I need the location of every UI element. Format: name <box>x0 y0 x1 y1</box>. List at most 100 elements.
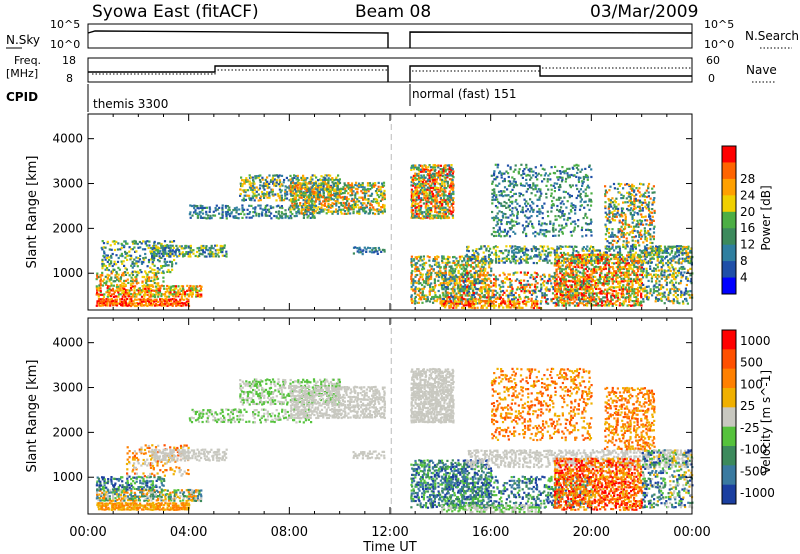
power-cell <box>105 291 108 294</box>
power-cell <box>437 192 440 196</box>
power-cell <box>418 170 421 173</box>
power-cell <box>597 249 600 252</box>
power-cell <box>550 275 553 278</box>
power-cell <box>155 274 158 277</box>
power-cell <box>569 269 573 272</box>
power-cell <box>153 240 156 243</box>
power-cell <box>162 250 165 253</box>
power-cell <box>595 270 598 273</box>
power-cell <box>559 298 562 301</box>
power-cell <box>365 198 368 201</box>
power-cell <box>418 178 421 181</box>
power-cell <box>266 196 269 199</box>
power-cell <box>448 273 451 276</box>
power-cell <box>428 207 431 210</box>
power-cell <box>433 164 437 167</box>
power-cell <box>450 282 453 285</box>
power-cell <box>439 205 442 208</box>
power-cell <box>190 295 194 298</box>
power-cell <box>417 209 420 212</box>
power-cell <box>291 200 294 203</box>
power-cell <box>618 245 621 248</box>
power-cell <box>591 272 594 275</box>
power-cell <box>380 192 383 195</box>
power-cell <box>420 298 423 301</box>
power-cell <box>669 262 672 265</box>
power-cell <box>414 202 417 205</box>
power-cell <box>334 210 338 213</box>
power-cell <box>587 259 591 262</box>
power-cell <box>342 208 345 211</box>
power-cell <box>287 217 290 220</box>
power-cell <box>450 202 453 205</box>
power-cell <box>541 259 545 262</box>
power-cell <box>618 259 622 262</box>
power-cell <box>410 285 413 288</box>
power-cell <box>575 285 578 289</box>
power-cell <box>304 208 307 212</box>
power-cell <box>113 291 116 294</box>
power-cell <box>579 266 582 269</box>
power-cell <box>135 289 139 292</box>
power-cell <box>576 282 579 285</box>
power-cell <box>438 275 441 279</box>
power-cell <box>160 295 163 298</box>
power-cell <box>448 256 451 259</box>
power-cell <box>618 284 621 287</box>
power-cell <box>591 259 594 262</box>
power-cell <box>259 184 262 187</box>
power-cell <box>551 292 555 295</box>
power-cell <box>433 170 436 173</box>
power-cell <box>433 172 436 175</box>
power-cell <box>341 192 345 195</box>
power-cell <box>441 190 444 193</box>
power-cell <box>425 275 428 278</box>
power-cell <box>599 251 602 254</box>
power-cell <box>325 196 328 199</box>
power-cell <box>442 170 445 173</box>
power-cell <box>104 258 107 261</box>
power-cell <box>538 253 541 257</box>
power-cell <box>115 304 119 307</box>
power-cell <box>280 183 283 186</box>
power-cell <box>196 289 199 292</box>
power-cell <box>439 296 442 299</box>
power-cell <box>412 259 416 262</box>
power-cell <box>446 204 449 207</box>
power-cell <box>439 174 442 177</box>
power-cell <box>226 210 229 213</box>
power-cell <box>137 291 140 294</box>
power-cell <box>356 247 359 250</box>
power-cell <box>199 216 202 219</box>
power-cell <box>111 252 114 256</box>
power-cell <box>102 300 105 303</box>
power-cell <box>673 257 676 260</box>
power-cell <box>155 287 158 290</box>
power-cell <box>568 279 571 282</box>
power-cell <box>432 195 435 198</box>
power-cell <box>434 214 437 217</box>
power-cell <box>423 196 426 200</box>
power-cell <box>104 268 107 271</box>
power-cell <box>116 260 120 263</box>
power-cell <box>579 286 582 289</box>
power-cell <box>555 259 559 263</box>
power-cell <box>224 204 227 208</box>
power-cell <box>525 260 528 263</box>
power-cell <box>509 294 512 297</box>
power-cell <box>361 204 364 207</box>
power-cell <box>430 182 433 185</box>
power-cell <box>461 255 464 258</box>
power-cell <box>555 288 558 291</box>
power-cell <box>487 250 491 253</box>
power-cell <box>280 215 283 218</box>
power-cell <box>158 256 161 260</box>
power-cell <box>302 216 305 219</box>
power-cell <box>633 245 636 248</box>
power-cell <box>117 291 120 294</box>
power-cell <box>426 269 430 272</box>
power-cell <box>280 205 283 208</box>
power-cell <box>474 297 477 300</box>
power-cell <box>412 166 415 169</box>
power-cell <box>591 287 594 290</box>
